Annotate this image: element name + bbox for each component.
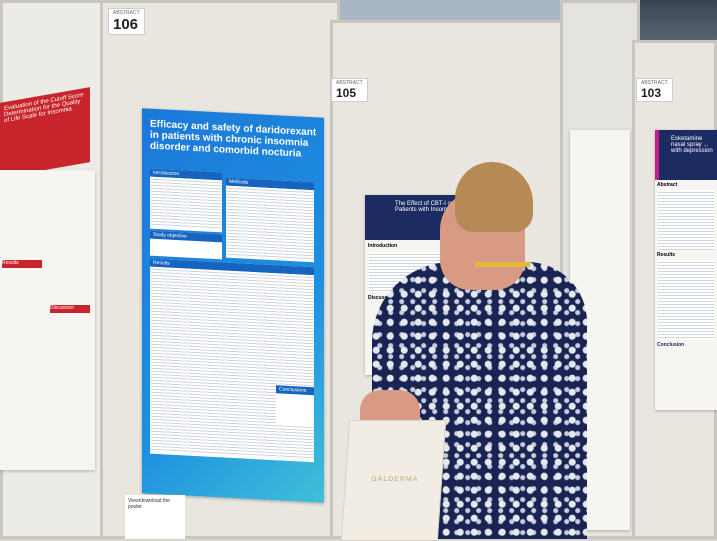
left-section: Discussion bbox=[50, 305, 90, 313]
lanyard bbox=[475, 262, 530, 267]
board-number: ABSTRACT 106 bbox=[108, 8, 145, 35]
left-poster-title: Evaluation of the Cutoff Score Determina… bbox=[0, 87, 90, 178]
left-section: Results bbox=[2, 260, 42, 268]
qr-card: View/download the poster bbox=[125, 495, 185, 539]
main-poster-title: Efficacy and safety of daridorexant in p… bbox=[150, 118, 317, 160]
section-heading: Conclusions bbox=[276, 385, 314, 396]
person-hair bbox=[455, 162, 533, 232]
section-heading: Introduction bbox=[368, 243, 398, 249]
main-poster: Efficacy and safety of daridorexant in p… bbox=[142, 108, 324, 503]
section-heading: Results bbox=[657, 252, 676, 258]
right-poster: Esketamine nasal spray ... with depressi… bbox=[655, 130, 717, 410]
left-poster-body bbox=[0, 170, 95, 470]
board-number: ABSTRACT 103 bbox=[636, 78, 673, 102]
board-number: ABSTRACT 105 bbox=[331, 78, 368, 102]
section-heading: Conclusion bbox=[657, 342, 685, 348]
section-heading: Abstract bbox=[657, 182, 678, 188]
section-heading: Study objective bbox=[150, 230, 222, 243]
tote-bag: GALDERMA bbox=[340, 420, 447, 541]
right-poster-title: Esketamine nasal spray ... with depressi… bbox=[655, 130, 717, 180]
section-heading: Discussion bbox=[368, 295, 395, 301]
bag-brand: GALDERMA bbox=[370, 476, 419, 483]
